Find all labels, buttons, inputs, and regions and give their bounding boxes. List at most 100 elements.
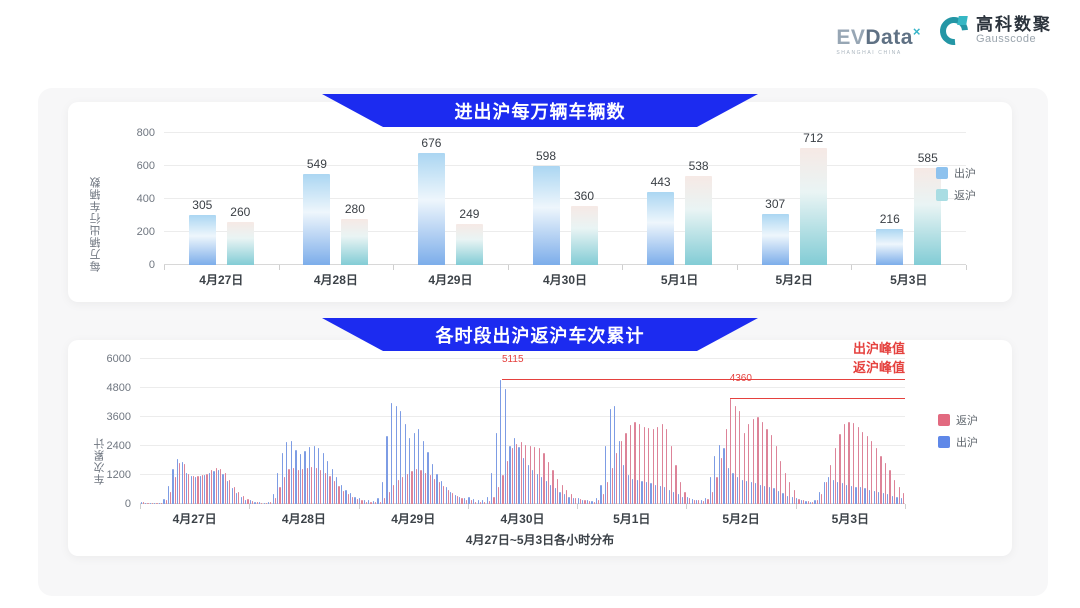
bottom-chart-bar-chuhu	[577, 497, 579, 504]
top-chart-axis-tick	[393, 265, 395, 270]
bottom-chart-bar-chuhu	[750, 482, 752, 504]
top-chart-legend: 出沪返沪	[936, 165, 976, 203]
bottom-chart-bar-chuhu	[436, 473, 438, 504]
bottom-chart-hour-cell	[554, 478, 559, 504]
bottom-chart-bar-fanhu	[866, 436, 868, 504]
bottom-chart-bar-chuhu	[390, 402, 393, 504]
bottom-chart-bar-fanhu	[201, 475, 204, 504]
bottom-chart-hour-cell	[286, 442, 291, 504]
bottom-chart-bar-fanhu	[333, 481, 336, 504]
bottom-chart-hour-cell	[736, 410, 741, 504]
gausscode-cn-name: 高科数聚	[976, 15, 1052, 35]
top-chart-y-tick-label: 200	[136, 226, 155, 238]
bottom-chart-bar-chuhu	[482, 500, 484, 504]
bottom-chart-hour-cell	[823, 482, 828, 504]
bottom-chart-bar-chuhu	[618, 441, 620, 504]
bottom-chart-hour-cell	[841, 424, 846, 504]
bottom-chart-bar-chuhu	[636, 479, 639, 504]
bottom-chart-day-group	[359, 359, 468, 504]
bottom-chart-bar-chuhu	[459, 496, 461, 504]
bottom-chart-bar-fanhu	[748, 424, 750, 504]
bottom-chart-hour-cell	[513, 437, 518, 504]
bottom-chart-bar-chuhu	[900, 497, 903, 504]
bottom-chart-bar-fanhu	[584, 500, 586, 504]
bottom-chart-bar-fanhu	[757, 417, 759, 504]
bottom-chart-bar-fanhu	[707, 499, 709, 504]
brand-header: EVData× SHANGHAI CHINA 高科数聚 Gausscode	[836, 11, 1052, 56]
bottom-chart-hour-cell	[345, 489, 350, 504]
bottom-chart-hour-cell	[900, 493, 905, 504]
bottom-chart-hour-cell	[500, 380, 505, 504]
bottom-chart-hour-cell	[896, 487, 901, 504]
bottom-chart-bar-chuhu	[500, 380, 502, 504]
bottom-chart-date-label: 5月3日	[831, 512, 869, 526]
bottom-chart-hour-cell	[732, 406, 737, 504]
bottom-chart-legend-item[interactable]: 出沪	[938, 434, 978, 450]
bottom-chart-day-group	[468, 359, 577, 504]
bottom-chart-bar-chuhu	[304, 450, 306, 504]
bottom-chart-bar-fanhu	[220, 468, 222, 504]
bottom-chart-bar-chuhu	[755, 483, 757, 504]
bottom-chart-hour-cell	[331, 468, 336, 504]
bottom-chart-hour-cell	[550, 470, 555, 504]
bottom-chart-bar-chuhu	[664, 487, 666, 504]
top-chart-bar-value: 249	[459, 206, 480, 221]
bottom-chart-bar-chuhu	[550, 484, 552, 504]
bottom-chart-bar-chuhu	[832, 479, 834, 504]
bottom-chart-hour-cell	[818, 491, 823, 504]
bottom-chart-hour-cell	[277, 472, 282, 504]
bottom-chart-hour-cell	[559, 484, 564, 504]
bottom-chart-hour-cell	[868, 441, 873, 504]
bottom-chart-bar-fanhu	[452, 493, 454, 504]
top-chart-date-label: 5月3日	[890, 273, 928, 287]
bottom-chart-bar-fanhu	[848, 421, 850, 504]
bottom-chart-plot-area: 0 1200 2400 3600 4800 6000 5115 出沪峰值 4360 返沪峰值	[107, 341, 906, 510]
bottom-chart-bar-fanhu	[825, 482, 827, 504]
bottom-chart-hour-cell	[267, 501, 272, 504]
top-chart-card: 进出沪每万辆车辆数 每万辆出行车辆数 0 200 400 600 800 305 260 54…	[68, 94, 1012, 302]
bottom-chart-bar-fanhu	[347, 494, 349, 504]
bottom-chart-hour-cell	[618, 441, 623, 504]
bottom-chart-hour-cell	[240, 495, 245, 504]
bottom-chart-axis-tick	[140, 504, 141, 509]
bottom-chart-date-label: 4月29日	[391, 512, 436, 526]
top-chart-legend-label: 返沪	[954, 190, 976, 202]
evdata-x-mark: ×	[912, 24, 921, 39]
bottom-chart-hour-cell	[418, 429, 423, 504]
bottom-chart-bar-chuhu	[272, 494, 274, 504]
bottom-chart-legend-item[interactable]: 返沪	[938, 412, 978, 428]
bottom-chart-bar-fanhu	[566, 489, 568, 504]
bottom-chart-bar-chuhu	[295, 449, 297, 504]
bottom-chart-hour-cell	[308, 447, 313, 504]
top-chart-day-group: 676 249	[393, 133, 508, 265]
bottom-chart-hour-cell	[518, 442, 523, 504]
top-chart-title-banner: 进出沪每万辆车辆数	[322, 94, 758, 127]
bottom-chart-bar-chuhu	[764, 485, 766, 504]
bottom-chart-axis-tick	[686, 504, 688, 509]
bottom-chart-bar-fanhu	[329, 476, 331, 504]
bottom-chart-bar-fanhu	[698, 500, 700, 504]
bottom-chart-bar-fanhu	[315, 467, 317, 504]
bottom-chart-bar-fanhu	[247, 499, 249, 504]
top-chart-bar-value: 598	[536, 149, 557, 164]
bottom-chart-bar-chuhu	[759, 484, 761, 504]
bottom-chart-hour-cell	[641, 426, 646, 504]
top-chart-legend-item[interactable]: 出沪	[936, 165, 976, 181]
bottom-chart-bar-chuhu	[226, 481, 229, 504]
bottom-chart-hour-cell	[304, 450, 309, 504]
bottom-chart-bar-chuhu	[591, 500, 593, 504]
bottom-chart-bar-chuhu	[700, 500, 702, 504]
bottom-chart-bar-fanhu	[670, 446, 673, 504]
bottom-chart-hour-cell	[768, 435, 773, 504]
bottom-chart-bar-chuhu	[727, 467, 730, 504]
bottom-chart-bar-fanhu	[889, 470, 891, 504]
bottom-chart-bar-chuhu	[696, 500, 698, 504]
bottom-chart-hour-cell	[718, 444, 723, 504]
bottom-chart-bar-fanhu	[470, 500, 472, 504]
bottom-chart-bar-chuhu	[504, 389, 506, 504]
top-chart-legend-item[interactable]: 返沪	[936, 187, 976, 203]
bottom-chart-bar-chuhu	[463, 497, 465, 504]
bottom-chart-hour-cell	[627, 425, 632, 504]
bottom-chart-hour-cell	[154, 503, 159, 504]
bottom-chart-bar-fanhu	[648, 427, 650, 504]
